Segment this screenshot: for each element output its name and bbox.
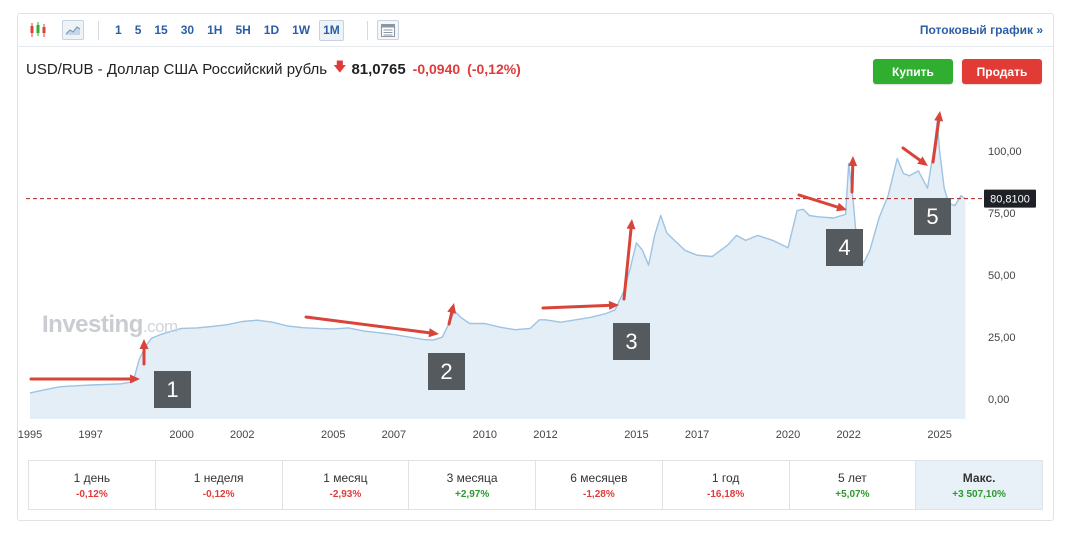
y-tick-label: 0,00 bbox=[988, 394, 1009, 406]
perf-cell-3m[interactable]: 3 месяца +2,97% bbox=[409, 461, 536, 509]
x-tick-label: 2022 bbox=[836, 429, 860, 441]
annotation-arrowhead bbox=[139, 339, 149, 349]
period-1d[interactable]: 1D bbox=[263, 23, 280, 37]
streaming-chart-link[interactable]: Потоковый график » bbox=[919, 23, 1043, 37]
annotation-label-1: 1 bbox=[154, 371, 191, 408]
price-change-percent: (-0,12%) bbox=[467, 61, 521, 77]
x-tick-label: 2000 bbox=[169, 429, 193, 441]
period-selector: 1 5 15 30 1H 5H 1D 1W 1M bbox=[111, 14, 349, 47]
x-tick-label: 2025 bbox=[927, 429, 951, 441]
annotation-arrowhead bbox=[608, 300, 619, 310]
annotation-arrow bbox=[931, 119, 941, 164]
period-5[interactable]: 5 bbox=[134, 23, 142, 37]
annotation-label-2: 2 bbox=[428, 353, 465, 390]
price-change: -0,0940 bbox=[412, 61, 461, 77]
price-chart[interactable]: 80,8100 1995 1997 2000 2002 2005 2007 2010 2012… bbox=[18, 14, 1053, 454]
annotation-arrow bbox=[304, 315, 431, 335]
toolbar-divider bbox=[98, 21, 99, 40]
investing-logo: Investing.com bbox=[42, 311, 178, 338]
annotation-arrow bbox=[850, 164, 855, 194]
chart-toolbar: 1 5 15 30 1H 5H 1D 1W 1M Потоковый графи… bbox=[18, 14, 1053, 47]
x-tick-label: 1997 bbox=[78, 429, 102, 441]
annotation-arrowhead bbox=[626, 219, 636, 230]
perf-value: +3 507,10% bbox=[952, 488, 1006, 500]
instrument-title: USD/RUB - Доллар США Российский рубль bbox=[26, 60, 328, 78]
perf-value: -16,18% bbox=[707, 488, 745, 500]
x-tick-label: 2005 bbox=[321, 429, 345, 441]
period-1[interactable]: 1 bbox=[115, 23, 122, 37]
annotation-label-3: 3 bbox=[613, 323, 650, 360]
perf-label: 3 месяца bbox=[446, 470, 498, 485]
period-5h[interactable]: 5H bbox=[235, 23, 251, 37]
perf-value: +2,97% bbox=[455, 488, 490, 500]
annotation-arrowhead bbox=[447, 303, 457, 314]
x-tick-label: 2012 bbox=[533, 429, 557, 441]
y-tick-label: 50,00 bbox=[988, 270, 1016, 282]
last-price: 81,0765 bbox=[351, 60, 406, 78]
annotation-arrowhead bbox=[934, 111, 944, 122]
performance-table: 1 день -0,12% 1 неделя -0,12% 1 месяц -2… bbox=[28, 460, 1043, 510]
x-tick-label: 2007 bbox=[382, 429, 406, 441]
buy-button[interactable]: Купить bbox=[873, 59, 953, 84]
perf-value: -0,12% bbox=[76, 488, 108, 500]
perf-cell-1w[interactable]: 1 неделя -0,12% bbox=[156, 461, 283, 509]
y-tick-label: 25,00 bbox=[988, 332, 1016, 344]
perf-label: 5 лет bbox=[837, 470, 867, 485]
area-chart-icon[interactable] bbox=[62, 20, 84, 40]
annotation-arrowhead bbox=[130, 374, 140, 384]
perf-cell-6m[interactable]: 6 месяцев -1,28% bbox=[536, 461, 663, 509]
period-1h[interactable]: 1H bbox=[207, 23, 223, 37]
annotation-arrow bbox=[797, 193, 839, 209]
y-tick-label: 75,00 bbox=[988, 208, 1016, 220]
annotation-arrowhead bbox=[428, 328, 439, 338]
perf-cell-1d[interactable]: 1 день -0,12% bbox=[29, 461, 156, 509]
annotation-arrow bbox=[622, 227, 633, 301]
x-tick-label: 2015 bbox=[624, 429, 648, 441]
perf-cell-5y[interactable]: 5 лет +5,07% bbox=[790, 461, 917, 509]
annotation-label-5: 5 bbox=[914, 198, 951, 235]
x-tick-label: 1995 bbox=[18, 429, 42, 441]
perf-label: 1 неделя bbox=[193, 470, 244, 485]
perf-value: -1,28% bbox=[583, 488, 615, 500]
current-price-tag bbox=[984, 189, 1036, 208]
perf-cell-1m[interactable]: 1 месяц -2,93% bbox=[283, 461, 410, 509]
perf-label: Макс. bbox=[962, 470, 996, 485]
perf-cell-1y[interactable]: 1 год -16,18% bbox=[663, 461, 790, 509]
perf-cell-max[interactable]: Макс. +3 507,10% bbox=[916, 461, 1042, 509]
annotation-arrowhead bbox=[848, 156, 858, 167]
period-1m[interactable]: 1M bbox=[319, 20, 344, 41]
candlestick-icon[interactable] bbox=[27, 20, 49, 40]
period-30[interactable]: 30 bbox=[180, 23, 195, 37]
price-area-fill bbox=[30, 121, 966, 420]
annotation-arrowhead bbox=[917, 156, 928, 166]
perf-value: -2,93% bbox=[329, 488, 362, 500]
perf-label: 6 месяцев bbox=[570, 470, 628, 485]
toolbar-divider bbox=[367, 21, 368, 40]
perf-label: 1 год bbox=[711, 470, 740, 485]
annotation-arrow bbox=[541, 303, 611, 310]
period-15[interactable]: 15 bbox=[154, 23, 168, 37]
perf-label: 1 месяц bbox=[323, 470, 368, 485]
chart-widget: 1 5 15 30 1H 5H 1D 1W 1M Потоковый графи… bbox=[17, 13, 1054, 521]
perf-value: -0,12% bbox=[202, 488, 235, 500]
sell-button[interactable]: Продать bbox=[962, 59, 1042, 84]
x-tick-label: 2017 bbox=[685, 429, 709, 441]
annotation-arrow bbox=[447, 311, 454, 326]
annotation-arrowhead bbox=[836, 202, 847, 212]
period-1w[interactable]: 1W bbox=[292, 23, 311, 37]
x-tick-label: 2020 bbox=[776, 429, 800, 441]
x-tick-label: 2010 bbox=[473, 429, 497, 441]
perf-value: +5,07% bbox=[835, 488, 870, 500]
arrow-down-icon: 🡇 bbox=[333, 59, 347, 74]
x-tick-label: 2002 bbox=[230, 429, 254, 441]
annotation-arrow bbox=[901, 146, 922, 162]
y-tick-label: 100,00 bbox=[988, 146, 1022, 158]
data-table-icon[interactable] bbox=[377, 20, 399, 40]
instrument-header: USD/RUB - Доллар США Российский рубль 🡇 … bbox=[26, 58, 521, 80]
perf-label: 1 день bbox=[73, 470, 111, 485]
current-price-label: 80,8100 bbox=[990, 194, 1030, 206]
annotation-label-4: 4 bbox=[826, 229, 863, 266]
